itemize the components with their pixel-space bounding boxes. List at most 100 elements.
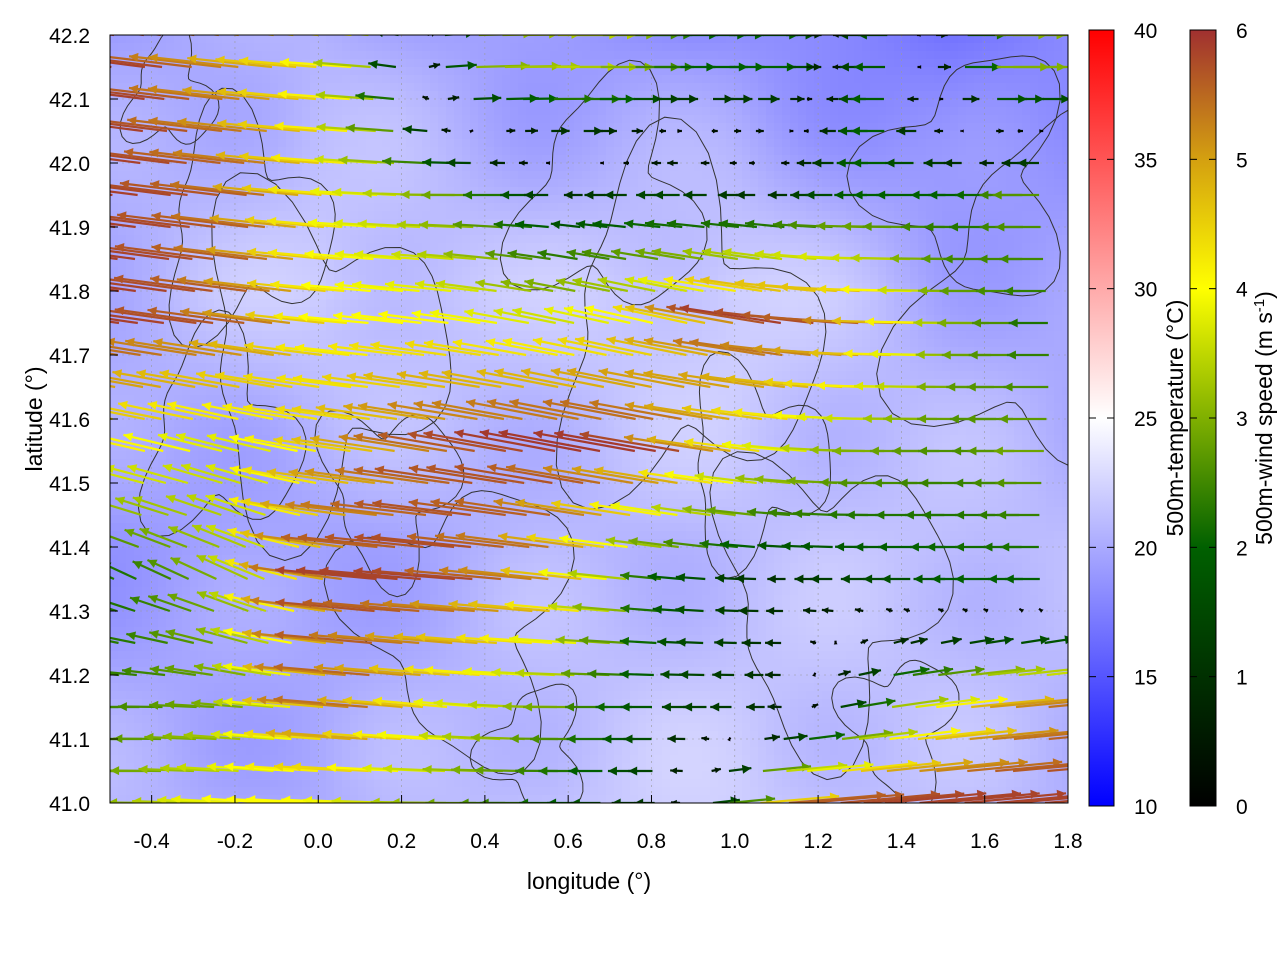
- heatmap-cell: [462, 147, 471, 156]
- heatmap-cell: [158, 555, 167, 564]
- heatmap-cell: [510, 35, 519, 44]
- heatmap-cell: [334, 155, 343, 164]
- heatmap-cell: [422, 715, 431, 724]
- heatmap-cell: [454, 187, 463, 196]
- heatmap-cell: [118, 723, 127, 732]
- heatmap-cell: [350, 467, 359, 476]
- heatmap-cell: [270, 739, 279, 748]
- heatmap-cell: [270, 691, 279, 700]
- heatmap-cell: [126, 707, 135, 716]
- heatmap-cell: [470, 643, 479, 652]
- heatmap-cell: [310, 491, 319, 500]
- heatmap-cell: [262, 267, 271, 276]
- heatmap-cell: [126, 379, 135, 388]
- heatmap-cell: [502, 731, 511, 740]
- heatmap-cell: [398, 651, 407, 660]
- heatmap-cell: [110, 483, 119, 492]
- heatmap-cell: [406, 43, 415, 52]
- heatmap-cell: [390, 139, 399, 148]
- heatmap-cell: [422, 611, 431, 620]
- heatmap-cell: [390, 299, 399, 308]
- heatmap-cell: [382, 739, 391, 748]
- heatmap-cell: [294, 627, 303, 636]
- heatmap-cell: [126, 187, 135, 196]
- heatmap-cell: [150, 539, 159, 548]
- heatmap-cell: [358, 387, 367, 396]
- heatmap-cell: [366, 395, 375, 404]
- heatmap-cell: [502, 35, 511, 44]
- heatmap-cell: [142, 267, 151, 276]
- heatmap-cell: [446, 171, 455, 180]
- heatmap-cell: [494, 619, 503, 628]
- heatmap-cell: [142, 51, 151, 60]
- heatmap-cell: [262, 459, 271, 468]
- heatmap-cell: [326, 171, 335, 180]
- heatmap-cell: [358, 99, 367, 108]
- heatmap-cell: [278, 331, 287, 340]
- heatmap-cell: [206, 643, 215, 652]
- heatmap-cell: [134, 739, 143, 748]
- heatmap-cell: [374, 259, 383, 268]
- heatmap-cell: [246, 675, 255, 684]
- heatmap-cell: [134, 611, 143, 620]
- heatmap-cell: [118, 763, 127, 772]
- heatmap-cell: [334, 235, 343, 244]
- heatmap-cell: [454, 227, 463, 236]
- heatmap-cell: [262, 603, 271, 612]
- heatmap-cell: [438, 587, 447, 596]
- heatmap-cell: [446, 531, 455, 540]
- heatmap-cell: [334, 179, 343, 188]
- heatmap-cell: [478, 107, 487, 116]
- heatmap-cell: [262, 595, 271, 604]
- heatmap-cell: [206, 227, 215, 236]
- heatmap-cell: [478, 163, 487, 172]
- heatmap-cell: [462, 731, 471, 740]
- heatmap-cell: [366, 331, 375, 340]
- heatmap-cell: [158, 675, 167, 684]
- heatmap-cell: [446, 267, 455, 276]
- heatmap-cell: [310, 195, 319, 204]
- heatmap-cell: [470, 779, 479, 788]
- heatmap-cell: [206, 651, 215, 660]
- heatmap-cell: [430, 219, 439, 228]
- heatmap-cell: [494, 723, 503, 732]
- heatmap-cell: [134, 499, 143, 508]
- heatmap-cell: [286, 475, 295, 484]
- heatmap-cell: [382, 131, 391, 140]
- heatmap-cell: [422, 747, 431, 756]
- heatmap-cell: [190, 675, 199, 684]
- heatmap-cell: [182, 459, 191, 468]
- heatmap-cell: [358, 771, 367, 780]
- heatmap-cell: [214, 323, 223, 332]
- heatmap-cell: [214, 715, 223, 724]
- heatmap-cell: [254, 483, 263, 492]
- heatmap-cell: [278, 779, 287, 788]
- heatmap-cell: [406, 475, 415, 484]
- heatmap-cell: [510, 683, 519, 692]
- heatmap-cell: [142, 435, 151, 444]
- heatmap-cell: [222, 603, 231, 612]
- heatmap-cell: [446, 523, 455, 532]
- heatmap-cell: [238, 739, 247, 748]
- heatmap-cell: [206, 427, 215, 436]
- heatmap-cell: [198, 275, 207, 284]
- heatmap-cell: [318, 723, 327, 732]
- heatmap-cell: [262, 787, 271, 796]
- heatmap-cell: [454, 491, 463, 500]
- heatmap-cell: [190, 779, 199, 788]
- heatmap-cell: [142, 331, 151, 340]
- heatmap-cell: [190, 595, 199, 604]
- heatmap-cell: [494, 147, 503, 156]
- heatmap-cell: [414, 763, 423, 772]
- heatmap-cell: [126, 723, 135, 732]
- heatmap-cell: [110, 323, 119, 332]
- heatmap-cell: [414, 459, 423, 468]
- heatmap-cell: [454, 99, 463, 108]
- heatmap-cell: [470, 187, 479, 196]
- heatmap-cell: [142, 371, 151, 380]
- heatmap-cell: [342, 83, 351, 92]
- heatmap-cell: [510, 715, 519, 724]
- heatmap-cell: [382, 107, 391, 116]
- heatmap-cell: [246, 715, 255, 724]
- heatmap-cell: [342, 43, 351, 52]
